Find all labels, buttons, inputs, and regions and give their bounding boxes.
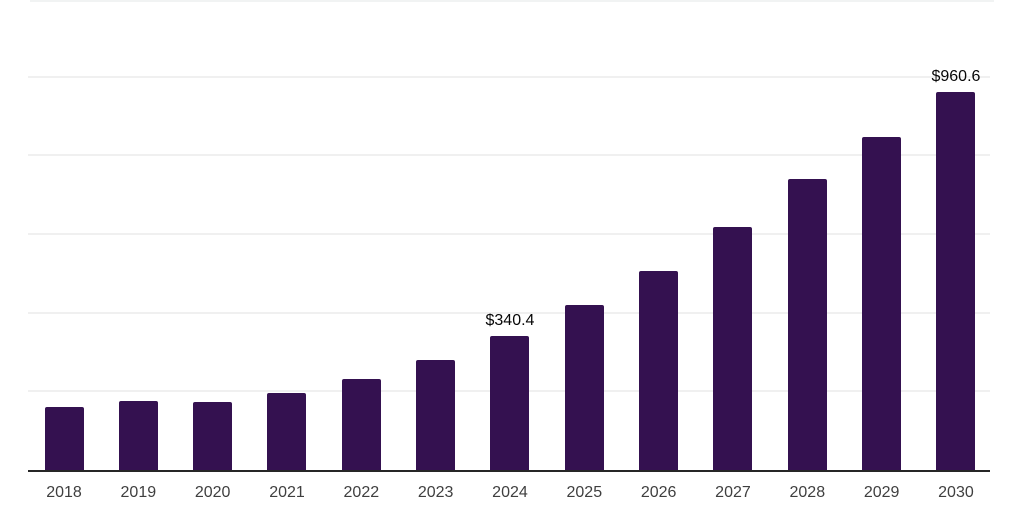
- bar-2030: [936, 92, 976, 470]
- bar-2018: [44, 406, 84, 470]
- x-axis-label-2019: 2019: [120, 484, 157, 501]
- x-axis-label-2021: 2021: [269, 484, 305, 501]
- gridline: [28, 75, 990, 78]
- bar-2029: [862, 136, 902, 470]
- x-axis-line: [28, 470, 990, 472]
- data-label-2024: $340.4: [485, 312, 535, 330]
- bar-2019: [118, 400, 158, 470]
- data-label-2030: $960.6: [931, 68, 981, 85]
- gridline: [28, 311, 990, 314]
- bar-2025: [564, 305, 604, 470]
- x-axis-label-2024: 2024: [492, 484, 528, 501]
- bar-2027: [713, 226, 753, 470]
- x-axis-label-2028: 2028: [789, 484, 826, 501]
- x-axis-label-2018: 2018: [46, 484, 82, 501]
- bar-2021: [267, 392, 307, 470]
- gridline: [28, 154, 990, 157]
- bar-2024: [490, 336, 530, 470]
- bar-2022: [341, 378, 381, 470]
- x-axis-label-2025: 2025: [566, 484, 603, 501]
- bar-2028: [787, 179, 827, 470]
- chart-top-border: [30, 0, 994, 2]
- bar-2026: [639, 270, 679, 470]
- x-axis-label-2026: 2026: [640, 484, 677, 501]
- x-axis-label-2029: 2029: [863, 484, 900, 501]
- bar-2020: [193, 402, 233, 470]
- x-axis-label-2022: 2022: [343, 484, 380, 501]
- bar-2023: [416, 360, 456, 470]
- gridline: [28, 232, 990, 235]
- x-axis-label-2027: 2027: [715, 484, 751, 501]
- x-axis-label-2023: 2023: [417, 484, 454, 501]
- x-axis-label-2020: 2020: [194, 484, 231, 501]
- x-axis-label-2030: 2030: [938, 484, 974, 501]
